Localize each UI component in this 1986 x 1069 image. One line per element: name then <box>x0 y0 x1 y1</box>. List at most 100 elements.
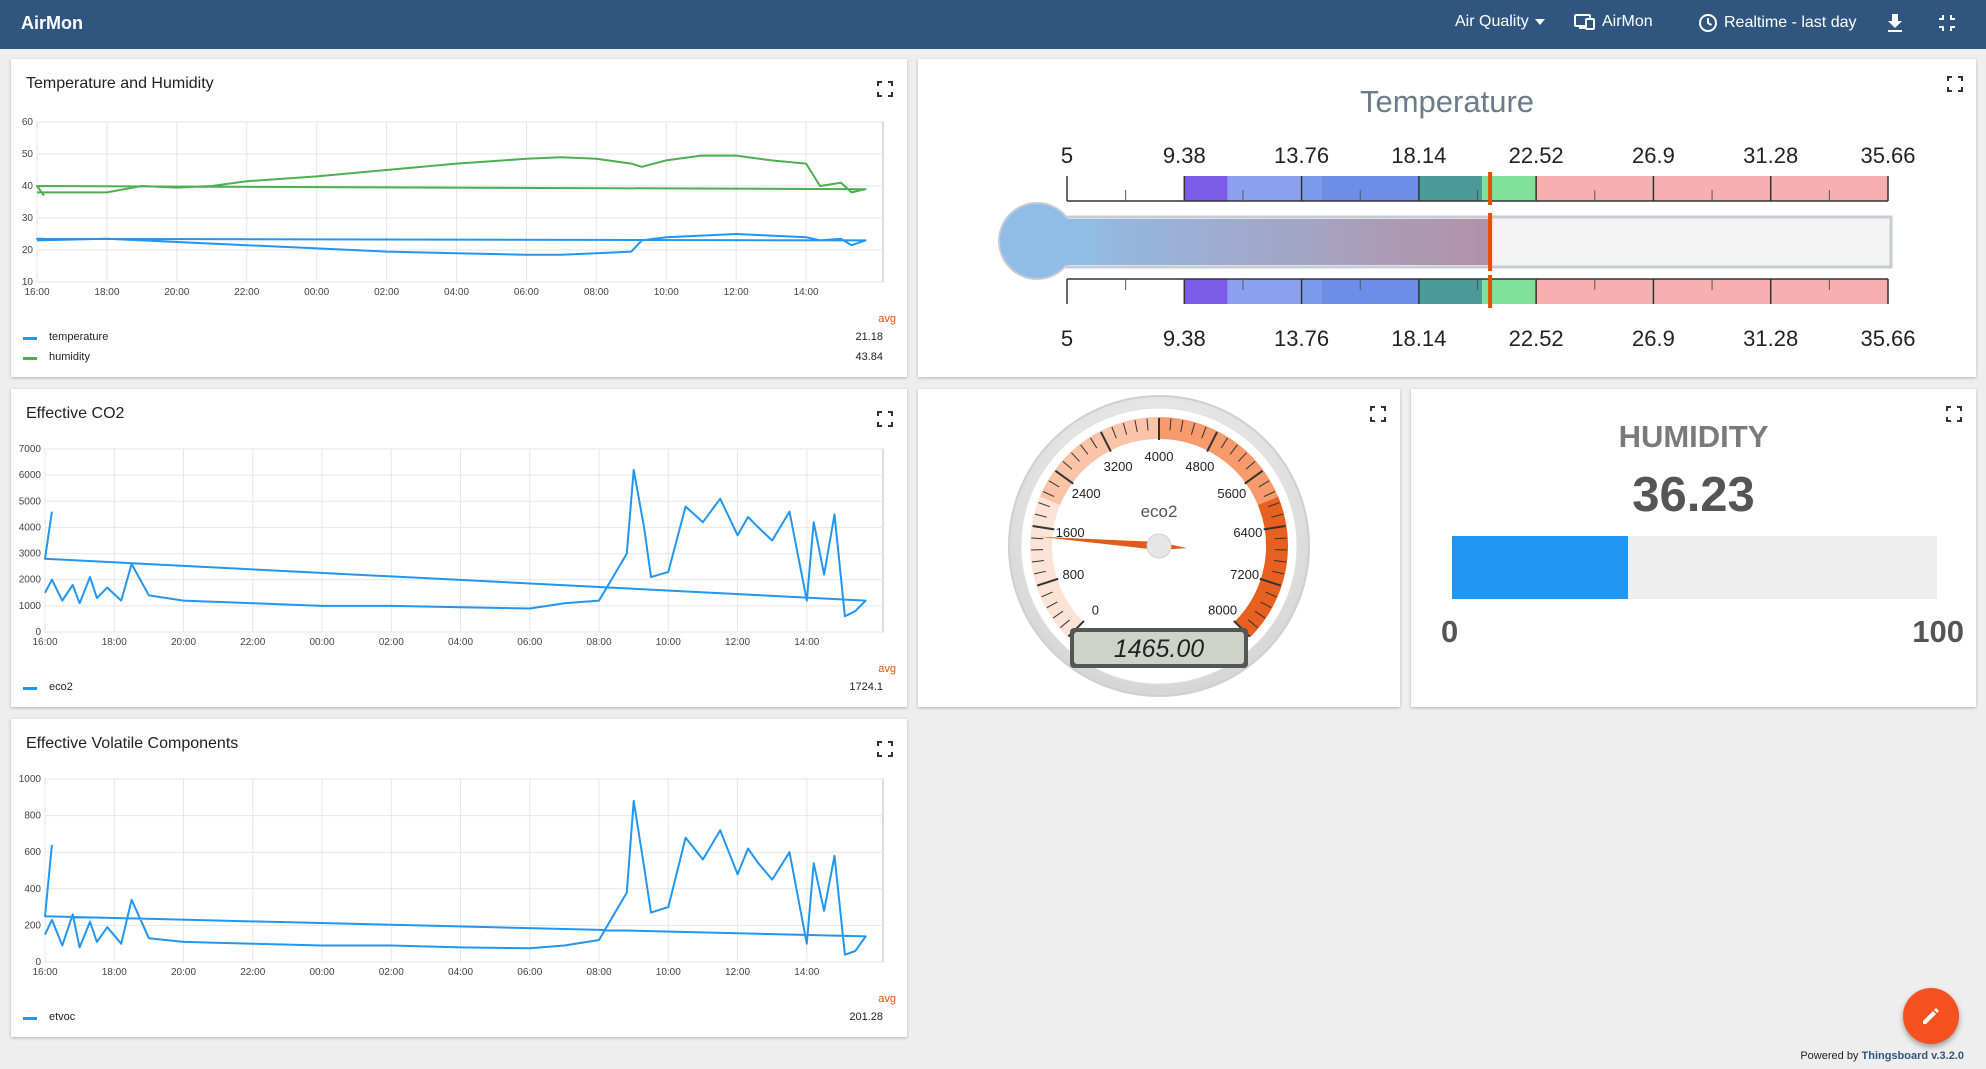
minor-tick <box>1201 426 1207 439</box>
minor-tick <box>1038 502 1051 508</box>
scale-tick-label: 31.28 <box>1743 326 1798 351</box>
minor-tick <box>1265 591 1277 598</box>
thermometer-neck <box>1037 219 1097 265</box>
x-tick-label: 20:00 <box>164 287 189 298</box>
temperature-humidity-panel: Temperature and Humidity 18:00 20:00 22:00… <box>11 59 907 377</box>
scale-tick-label: 35.66 <box>1860 143 1915 168</box>
x-tick-label: 12:00 <box>725 637 750 648</box>
x-tick-label: 10:00 <box>656 637 681 648</box>
legend-avg-header: avg <box>878 313 896 325</box>
scale-tick-label: 18.14 <box>1391 143 1446 168</box>
minor-tick <box>1052 610 1064 619</box>
scale-tick-label: 22.52 <box>1509 143 1564 168</box>
fullscreen-icon[interactable] <box>877 411 893 427</box>
minor-tick <box>1254 610 1266 619</box>
fullscreen-icon[interactable] <box>877 81 893 97</box>
range-min-label: 0 <box>1441 614 1459 649</box>
y-tick-label: 1000 <box>19 601 42 612</box>
minor-tick <box>1071 452 1080 462</box>
thermometer-fill <box>1057 219 1491 265</box>
timewindow-button[interactable]: Realtime - last day <box>1698 13 1857 33</box>
y-tick-label: 0 <box>35 957 41 968</box>
dial-tick-label: 3200 <box>1104 459 1133 474</box>
y-tick-label: 800 <box>24 811 41 822</box>
x-tick-label: 22:00 <box>240 637 265 648</box>
timewindow-label: Realtime - last day <box>1724 14 1857 31</box>
fullscreen-exit-icon <box>1939 15 1955 31</box>
major-tick <box>1054 469 1074 485</box>
humidity-panel: HUMIDITY 36.23 0 100 <box>1411 389 1976 707</box>
series-line-temperature <box>36 233 867 256</box>
y-tick-label: 20 <box>22 245 34 256</box>
major-tick <box>1032 524 1055 531</box>
gauge-title: Temperature <box>1360 84 1534 119</box>
minor-tick <box>1238 452 1247 462</box>
scale-band <box>1321 279 1419 304</box>
minor-tick <box>1060 619 1070 628</box>
dashboard-selector[interactable]: Air Quality <box>1455 13 1545 31</box>
minor-tick <box>1245 460 1256 470</box>
minor-tick <box>1062 460 1073 470</box>
scale-tick-label: 13.76 <box>1274 326 1329 351</box>
y-tick-label: 200 <box>24 920 41 931</box>
y-tick-label: 50 <box>22 149 34 160</box>
humidity-value: 36.23 <box>1632 468 1755 522</box>
y-tick-label: 3000 <box>19 549 42 560</box>
dial-tick-label: 1600 <box>1056 525 1085 540</box>
x-tick-label: 18:00 <box>102 637 127 648</box>
x-tick-label: 02:00 <box>374 287 399 298</box>
fullscreen-icon[interactable] <box>1947 76 1963 92</box>
scale-band <box>1184 279 1228 304</box>
y-tick-label: 2000 <box>19 575 42 586</box>
edit-dashboard-button[interactable] <box>1903 988 1959 1044</box>
value-marker <box>1488 213 1493 271</box>
minor-tick <box>1263 491 1276 498</box>
x-tick-label: 02:00 <box>379 967 404 978</box>
minor-tick <box>1274 560 1287 563</box>
minor-tick <box>1031 537 1044 540</box>
thingsboard-link[interactable]: Thingsboard v.3.2.0 <box>1861 1050 1965 1062</box>
scale-tick-label: 9.38 <box>1163 143 1206 168</box>
scale-tick-label: 9.38 <box>1163 326 1206 351</box>
x-tick-label: 00:00 <box>310 637 335 648</box>
line-chart: 18:00 20:00 22:00 00:00 02:00 04:00 06:00 08:00… <box>19 774 884 978</box>
progress-fill <box>1452 536 1628 599</box>
fullscreen-icon[interactable] <box>877 741 893 757</box>
minor-tick <box>1180 420 1184 433</box>
y-tick-label: 60 <box>22 117 34 128</box>
legend-avg-value: 21.18 <box>855 331 883 343</box>
gauge-units-label: eco2 <box>1141 502 1178 521</box>
series-swatch <box>23 687 37 690</box>
minor-tick <box>1190 422 1196 435</box>
progress-track <box>1452 536 1937 599</box>
scale-tick-label: 18.14 <box>1391 326 1446 351</box>
minor-tick <box>1169 418 1172 431</box>
dial-tick-label: 800 <box>1063 567 1085 582</box>
download-button[interactable] <box>1887 14 1903 32</box>
x-tick-label: 04:00 <box>448 967 473 978</box>
exit-fullscreen-button[interactable] <box>1939 15 1955 31</box>
x-tick-label: 18:00 <box>94 287 119 298</box>
scale-tick-label: 5 <box>1061 326 1073 351</box>
x-tick-label: 08:00 <box>584 287 609 298</box>
y-tick-label: 6000 <box>19 470 42 481</box>
legend-label: humidity <box>49 351 90 363</box>
download-icon <box>1888 14 1902 32</box>
legend-item: temperature 21.18 <box>23 331 883 345</box>
eco2-panel: Effective CO2 18:00 20:00 22:00 00:00 02:00 0… <box>11 389 907 707</box>
powered-by-text: Powered by <box>1800 1050 1859 1062</box>
entity-selector[interactable]: AirMon <box>1574 13 1653 31</box>
y-tick-label: 600 <box>24 847 41 858</box>
x-tick-label: 14:00 <box>794 967 819 978</box>
dashboard-select-label: Air Quality <box>1455 13 1529 30</box>
x-tick-label: 04:00 <box>444 287 469 298</box>
y-tick-label: 4000 <box>19 522 42 533</box>
scale-band <box>1301 279 1322 304</box>
fullscreen-icon[interactable] <box>1946 406 1962 422</box>
fullscreen-icon[interactable] <box>1370 406 1386 422</box>
minor-tick <box>1274 537 1287 540</box>
major-tick <box>1259 577 1282 587</box>
legend-avg-header: avg <box>878 663 896 675</box>
dial-tick-label: 6400 <box>1233 525 1262 540</box>
x-tick-label: 00:00 <box>310 967 335 978</box>
